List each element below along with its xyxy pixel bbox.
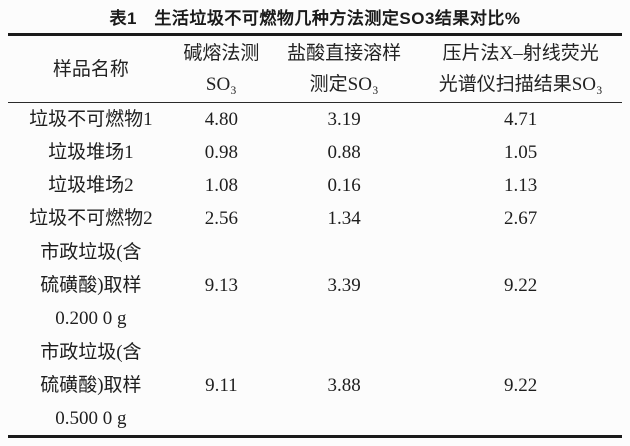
sample-name-line: 垃圾堆场2 [48,175,134,196]
sample-name-line: 垃圾不可燃物2 [29,208,153,229]
sample-name-cell: 市政垃圾(含 硫磺酸)取样 0.500 0 g [8,335,174,435]
sample-name-cell: 垃圾不可燃物2 [8,202,174,235]
table-row: 垃圾堆场1 0.98 0.88 1.05 [8,136,622,169]
value-xrf: 2.67 [504,208,538,229]
sample-name-cell: 垃圾不可燃物1 [8,103,174,136]
value-xrf: 1.05 [504,142,538,163]
header-xrf-line1: 压片法X–射线荧光 [442,43,599,64]
table-row: 市政垃圾(含 硫磺酸)取样 0.500 0 g 9.11 3.88 9.22 [8,335,622,435]
sample-name-cell: 市政垃圾(含 硫磺酸)取样 0.200 0 g [8,235,174,335]
header-xrf-line2: 光谱仪扫描结果SO₃ [438,74,603,95]
value-hcl: 3.19 [327,109,361,130]
value-hcl: 0.16 [327,175,361,196]
table-row: 垃圾不可燃物1 4.80 3.19 4.71 [8,103,622,136]
sample-name-line: 垃圾不可燃物1 [29,109,153,130]
sample-name-cell: 垃圾堆场1 [8,136,174,169]
header-hcl-dissolution: 盐酸直接溶样 测定SO₃ [269,36,419,102]
value-alkali: 1.08 [204,175,238,196]
value-xrf: 9.22 [504,374,538,396]
value-hcl: 0.88 [327,142,361,163]
table-header-row: 样品名称 碱熔法测 SO₃ 盐酸直接溶样 测定SO₃ 压片法X–射线荧光 光谱仪… [8,36,622,103]
sample-weight-line: 0.200 0 g [55,307,127,329]
header-hcl-line1: 盐酸直接溶样 [287,43,402,64]
header-sample-name: 样品名称 [8,36,174,102]
value-xrf: 9.22 [504,274,538,296]
sample-name-line: 市政垃圾(含 [40,241,142,263]
header-xrf-scan: 压片法X–射线荧光 光谱仪扫描结果SO₃ [419,36,622,102]
table-title: 表1 生活垃圾不可燃物几种方法测定SO3结果对比% [109,9,521,28]
sample-weight-line: 0.500 0 g [55,407,127,429]
table-row: 垃圾堆场2 1.08 0.16 1.13 [8,169,622,202]
table-row: 市政垃圾(含 硫磺酸)取样 0.200 0 g 9.13 3.39 9.22 [8,235,622,335]
table-row: 垃圾不可燃物2 2.56 1.34 2.67 [8,202,622,235]
header-alkali-line1: 碱熔法测 [183,43,260,64]
value-alkali: 9.11 [205,374,238,396]
header-alkali-line2: SO₃ [205,74,237,95]
header-hcl-line2: 测定SO₃ [309,74,379,95]
value-xrf: 4.71 [504,109,538,130]
value-alkali: 2.56 [204,208,238,229]
sample-name-line: 硫磺酸)取样 [40,274,142,296]
value-alkali: 4.80 [204,109,238,130]
value-hcl: 3.88 [327,374,361,396]
value-hcl: 3.39 [327,274,361,296]
value-alkali: 9.13 [204,274,238,296]
sample-name-cell: 垃圾堆场2 [8,169,174,202]
header-alkali-fusion: 碱熔法测 SO₃ [174,36,269,102]
value-xrf: 1.13 [504,175,538,196]
sample-name-line: 市政垃圾(含 [40,341,142,363]
data-table: 样品名称 碱熔法测 SO₃ 盐酸直接溶样 测定SO₃ 压片法X–射线荧光 光谱仪… [8,33,622,438]
sample-name-line: 垃圾堆场1 [48,142,134,163]
value-alkali: 0.98 [204,142,238,163]
value-hcl: 1.34 [327,208,361,229]
header-sample-name-label: 样品名称 [52,58,129,80]
sample-name-line: 硫磺酸)取样 [40,374,142,396]
